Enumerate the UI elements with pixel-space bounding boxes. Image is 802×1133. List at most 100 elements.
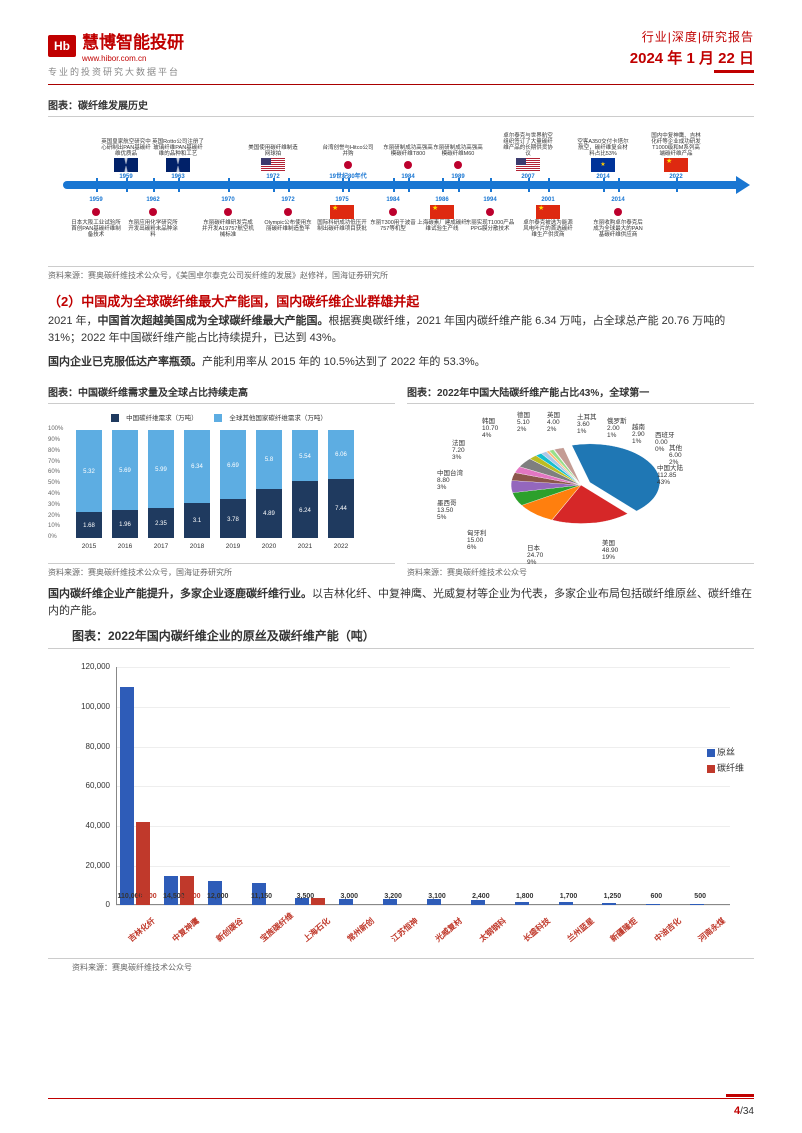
jp-flag-icon — [478, 205, 502, 219]
stacked-bar: 1.685.32 — [76, 430, 102, 538]
timeline-chart: 英国皇家航空研究中心研制出PAN基碳纤维优质品1959英国Rotto公司注册了玻… — [48, 123, 754, 263]
stacked-bar: 1.965.69 — [112, 430, 138, 538]
cn-flag-icon — [536, 205, 560, 219]
timeline-source: 资料来源：赛奥碳纤维技术公众号，《美国卓尔泰克公司炭纤维的发展》赵修祥，国海证券… — [48, 266, 754, 281]
timeline-item: 1959日本大阪工业试验所首创PAN基碳纤维制备技术 — [70, 195, 122, 238]
pie-svg — [483, 431, 679, 539]
timeline-item: 卓尔泰克与世界航空组织签订了大量碳纤维产品的长期供货协议2007 — [502, 133, 554, 181]
p2b: 产能利用率从 2015 年的 10.5%达到了 2022 年的 53.3%。 — [202, 356, 486, 368]
p3a: 国内碳纤维企业产能提升，多家企业逐鹿碳纤维行业。 — [48, 588, 312, 600]
stacked-bar-chart: 中国碳纤维需求（万吨） 全球其他国家碳纤维需求（万吨） 0%10%20%30%4… — [48, 410, 395, 560]
pie-label: 韩国10.704% — [482, 418, 498, 439]
body-paragraph-2: 国内企业已克服低达产率瓶颈。产能利用率从 2015 年的 10.5%达到了 20… — [48, 354, 754, 371]
pie-label: 中国大陆112.8543% — [657, 465, 683, 486]
us-flag-icon — [516, 158, 540, 172]
timeline-item: 2014东丽收购卓尔泰克后成为全球最大的PAN基碳纤维供应商 — [592, 195, 644, 238]
accent-bar — [714, 70, 754, 73]
bigbar-title: 图表：2022年国内碳纤维企业的原丝及碳纤维产能（吨） — [48, 627, 754, 649]
timeline-item: 东丽研制成功高强高模碳纤维M601989 — [432, 145, 484, 181]
timeline-item: 英国皇家航空研究中心研制出PAN基碳纤维优质品1959 — [100, 139, 152, 181]
stacked-bar: 7.446.06 — [328, 430, 354, 538]
timeline-item: 1970东丽碳纤维研发完成并开发A19757航空机械标准 — [202, 195, 254, 238]
timeline-item: 1975国际科研成功低压开制出碳纤维项目获批 — [316, 195, 368, 232]
logo-badge: Hb — [48, 35, 76, 57]
pie-label: 土耳其3.601% — [577, 414, 597, 435]
uk-flag-icon — [114, 158, 138, 172]
stacked-bar: 6.245.54 — [292, 430, 318, 538]
stacked-bar-col: 图表：中国碳纤维需求量及全球占比持续走高 中国碳纤维需求（万吨） 全球其他国家碳… — [48, 378, 395, 578]
report-category: 行业|深度|研究报告 — [630, 28, 754, 45]
eu-flag-icon: ★ — [591, 158, 615, 172]
cn-flag-icon — [664, 158, 688, 172]
footer-accent — [726, 1094, 754, 1097]
us-flag-icon — [261, 158, 285, 172]
bigbar-source: 资料来源：赛奥碳纤维技术公众号 — [48, 958, 754, 973]
jp-flag-icon — [84, 205, 108, 219]
timeline-item: 2001卓尔泰克被选为能源风电叶片的首选碳纤维生产供货商 — [522, 195, 574, 238]
cn-flag-icon — [330, 205, 354, 219]
stacked-bar: 2.355.99 — [148, 430, 174, 538]
stacked-bar: 3.786.69 — [220, 430, 246, 538]
timeline-item: 英国Rotto公司注册了玻璃纤维PAN基碳纤维的品种和工艺1963 — [152, 139, 204, 181]
pie-label: 越南2.901% — [632, 424, 645, 445]
cn-flag-icon — [430, 205, 454, 219]
timeline-title: 图表：碳纤维发展历史 — [48, 97, 754, 117]
logo-url: www.hibor.com.cn — [82, 54, 184, 63]
header-right: 行业|深度|研究报告 2024 年 1 月 22 日 — [630, 28, 754, 73]
jp-flag-icon — [396, 158, 420, 172]
legend-swatch-2 — [214, 414, 222, 422]
company-capacity-chart: 原丝 碳纤维 020,00040,00060,00080,000100,0001… — [48, 655, 754, 955]
pie-label: 匈牙利15.006% — [467, 530, 487, 551]
legend-swatch-fiber — [707, 765, 715, 773]
legend-swatch-1 — [111, 414, 119, 422]
pie-source: 资料来源：赛奥碳纤维技术公众号 — [407, 563, 754, 578]
timeline-item: 美国使用碳纤维制造网球拍1972 — [247, 145, 299, 181]
charts-row: 图表：中国碳纤维需求量及全球占比持续走高 中国碳纤维需求（万吨） 全球其他国家碳… — [48, 378, 754, 578]
pie-title: 图表：2022年中国大陆碳纤维产能占比43%，全球第一 — [407, 384, 754, 404]
pie-chart: 中国大陆112.8543%美国48.9019%日本24.709%匈牙利15.00… — [407, 410, 754, 560]
jp-flag-icon — [276, 205, 300, 219]
timeline-item: 1972Olympic公布使用东丽碳纤维制造鱼竿 — [262, 195, 314, 232]
pie-col: 图表：2022年中国大陆碳纤维产能占比43%，全球第一 中国大陆112.8543… — [407, 378, 754, 578]
timeline-item: 东丽研制成功高强高模碳纤维T8001984 — [382, 145, 434, 181]
timeline-item: 1984东丽T300用于波音757等机型 — [367, 195, 419, 232]
pie-label: 墨西哥13.505% — [437, 500, 457, 521]
logo-block: Hb 慧博智能投研 www.hibor.com.cn 专业的投资研究大数据平台 — [48, 28, 184, 78]
stacked-bar-legend: 中国碳纤维需求（万吨） 全球其他国家碳纤维需求（万吨） — [48, 412, 395, 422]
jp-flag-icon — [141, 205, 165, 219]
pie-label: 俄罗斯2.001% — [607, 418, 627, 439]
report-date: 2024 年 1 月 22 日 — [630, 47, 754, 68]
p1b: 中国首次超越美国成为全球碳纤维最大产能国。 — [98, 315, 329, 327]
footer-rule — [48, 1098, 754, 1099]
body-paragraph-3: 国内碳纤维企业产能提升，多家企业逐鹿碳纤维行业。以吉林化纤、中复神鹰、光威复材等… — [48, 586, 754, 620]
jp-flag-icon — [446, 158, 470, 172]
jp-flag-icon — [381, 205, 405, 219]
p2a: 国内企业已克服低达产率瓶颈。 — [48, 356, 202, 368]
pie-label: 日本24.709% — [527, 545, 543, 566]
bigbar-legend: 原丝 碳纤维 — [707, 745, 744, 777]
stacked-bar: 4.895.8 — [256, 430, 282, 538]
legend-fiber: 碳纤维 — [717, 763, 744, 773]
timeline-item: 台湾创誉与Hitco公司并购19世纪80年代 — [322, 145, 374, 181]
timeline-arrow — [736, 176, 750, 194]
stacked-bar-source: 资料来源：赛奥碳纤维技术公众号，国海证券研究所 — [48, 563, 395, 578]
section-heading: （2）中国成为全球碳纤维最大产能国，国内碳纤维企业群雄并起 — [48, 291, 754, 310]
pie-label: 法国7.203% — [452, 440, 465, 461]
pie-label: 美国48.9019% — [602, 540, 618, 561]
body-paragraph-1: 2021 年，中国首次超越美国成为全球碳纤维最大产能国。根据赛奥碳纤维，2021… — [48, 313, 754, 347]
timeline-item: 1986上海碳素厂建成碳纤维试验生产线 — [416, 195, 468, 232]
timeline-item: 1962东丽应用化学研究所开发出碳粉未品种涂料 — [127, 195, 179, 238]
page-container: Hb 慧博智能投研 www.hibor.com.cn 专业的投资研究大数据平台 … — [0, 0, 802, 1001]
timeline-item: 1994东丽实现T1000产品PPG膜分散技术 — [464, 195, 516, 232]
logo-subtitle: 专业的投资研究大数据平台 — [48, 65, 184, 78]
stacked-bar-title: 图表：中国碳纤维需求量及全球占比持续走高 — [48, 384, 395, 404]
jp-flag-icon — [606, 205, 630, 219]
p1a: 2021 年， — [48, 315, 98, 327]
logo-text: 慧博智能投研 — [82, 28, 184, 53]
uk-flag-icon — [166, 158, 190, 172]
pie-label: 其他6.002% — [669, 445, 682, 466]
legend-label-1: 中国碳纤维需求（万吨） — [126, 415, 198, 422]
timeline-item: 国内中复神鹰、吉林化纤等企业成功研发T1000级和M系列高端碳纤维产品2022 — [650, 133, 702, 181]
jp-flag-icon — [216, 205, 240, 219]
legend-label-2: 全球其他国家碳纤维需求（万吨） — [229, 415, 327, 422]
